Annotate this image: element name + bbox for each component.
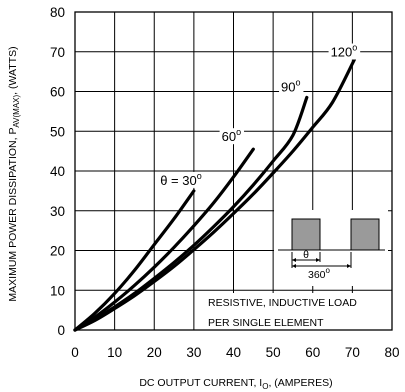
x-tick-label: 40 [226,345,241,360]
plot-frame [74,11,393,331]
y-tick-label: 80 [50,5,65,20]
curves [73,58,356,332]
x-tick-label: 10 [107,345,122,360]
curve-label-0: θ = 30o [160,171,202,188]
curve-label-background [328,43,361,60]
curve-label-2: 90o [281,78,300,95]
curve-labels: θ = 30o 60o 90o 120o [158,43,361,188]
load-note-line-2: PER SINGLE ELEMENT [208,317,324,329]
curve-label-background [279,78,304,95]
y-tick-label: 60 [50,85,65,100]
series-line-1 [73,147,255,332]
y-axis-title: MAXIMUM POWER DISSIPATION, PAV(MAX), (WA… [7,46,21,301]
y-tick-label: 50 [50,124,65,139]
y-tick-label: 10 [50,283,65,298]
x-axis-title: DC OUTPUT CURRENT, IO, (AMPERES) [139,377,332,391]
y-tick-label: 70 [50,45,65,60]
curve-label-1: 60o [222,127,241,144]
x-tick-label: 0 [71,345,79,360]
y-tick-label: 20 [50,244,65,259]
tick-labels: 0 10 20 30 40 50 60 70 80 0 10 20 30 40 50 60 70 80 [50,5,400,360]
load-note-line-1: RESISTIVE, INDUCTIVE LOAD [208,297,357,309]
x-tick-label: 60 [305,345,320,360]
y-tick-label: 30 [50,204,65,219]
waveform-annotation: θ 360o RESISTIVE, INDUCTIVE LOAD PER SIN… [204,210,388,333]
x-tick-label: 30 [186,345,201,360]
note-background [204,293,360,333]
waveform-pulse-2 [350,218,380,251]
x-tick-label: 70 [345,345,360,360]
x-tick-label: 80 [384,345,399,360]
x-tick-label: 20 [147,345,162,360]
series-line-3 [73,58,356,332]
curve-label-background [219,128,245,145]
curve-label-3: 120o [331,43,358,60]
y-tick-label: 0 [57,323,65,338]
pulse-width-label: θ [303,249,309,261]
series-line-0 [73,189,196,332]
period-label: 360o [308,266,331,281]
waveform-pulse-1 [291,218,321,251]
y-tick-label: 40 [50,164,65,179]
x-tick-label: 50 [266,345,281,360]
curve-label-background [158,171,212,188]
